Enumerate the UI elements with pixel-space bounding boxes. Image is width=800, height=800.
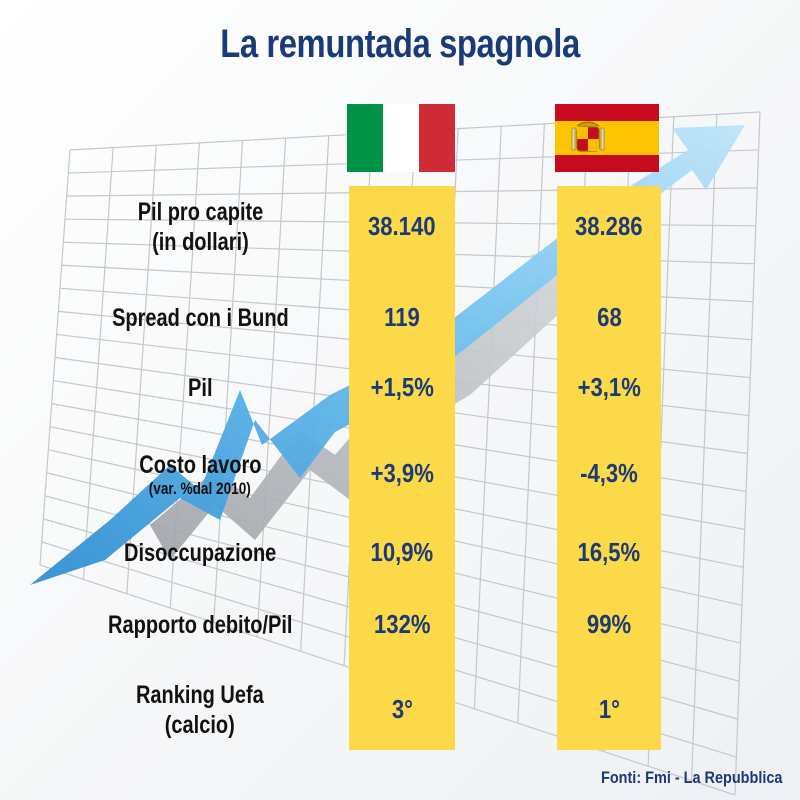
row-label-main: Spread con i Bund [111,304,289,332]
row-label-main: Pil [187,374,213,402]
row-label: Rapporto debito/Pil [60,605,340,645]
row-label-main: Rapporto debito/Pil [107,611,293,639]
spain-value: -4,3% [544,454,674,494]
row-label-main: Costo lavoro [138,451,262,480]
row-label-sub: (var. %dal 2010) [148,479,252,499]
italy-flag [347,104,455,172]
italy-value-text: +3,9% [370,458,434,489]
chart-title: La remuntada spagnola [220,22,580,66]
spain-value: 38.286 [544,207,674,247]
spain-value-text: 99% [586,609,632,640]
spain-value: 1° [544,690,674,730]
italy-value-text: 132% [373,609,431,640]
spain-flag [555,104,659,172]
spain-value-text: 16,5% [577,537,641,568]
italy-value: 119 [337,298,467,338]
row-label: Disoccupazione [60,533,340,573]
italy-value: 10,9% [337,533,467,573]
italy-value-text: 38.140 [368,211,436,242]
source-credit: Fonti: Fmi - La Repubblica [600,768,782,787]
italy-value-text: 119 [384,302,420,333]
row-label: Costo lavoro (var. %dal 2010) [60,439,340,509]
italy-value: 3° [337,690,467,730]
spain-value-text: +3,1% [577,372,641,403]
italy-value: 132% [337,605,467,645]
spain-value: 99% [544,605,674,645]
spain-value: +3,1% [544,368,674,408]
italy-column-highlight [349,186,455,750]
italy-value: +3,9% [337,454,467,494]
row-label-sub: (calcio) [164,711,236,739]
row-label: Ranking Uefa (calcio) [60,675,340,745]
spain-value-text: 38.286 [575,211,643,242]
italy-value: 38.140 [337,207,467,247]
row-label: Pil [60,368,340,408]
row-label-sub: (in dollari) [151,228,249,256]
spain-value: 16,5% [544,533,674,573]
row-label-main: Ranking Uefa [136,681,264,709]
row-label-main: Pil pro capite [137,198,263,226]
italy-value-text: 10,9% [370,537,434,568]
italy-value-text: 3° [391,694,413,725]
spain-value-text: -4,3% [580,458,638,489]
spain-value: 68 [544,298,674,338]
row-label: Pil pro capite (in dollari) [60,192,340,262]
spain-coat-of-arms-icon [571,121,605,152]
spain-value-text: 1° [598,694,620,725]
italy-value-text: +1,5% [370,372,434,403]
row-label: Spread con i Bund [60,298,340,338]
spain-value-text: 68 [596,302,622,333]
row-label-main: Disoccupazione [123,539,277,567]
italy-value: +1,5% [337,368,467,408]
spain-column-highlight [557,186,661,750]
